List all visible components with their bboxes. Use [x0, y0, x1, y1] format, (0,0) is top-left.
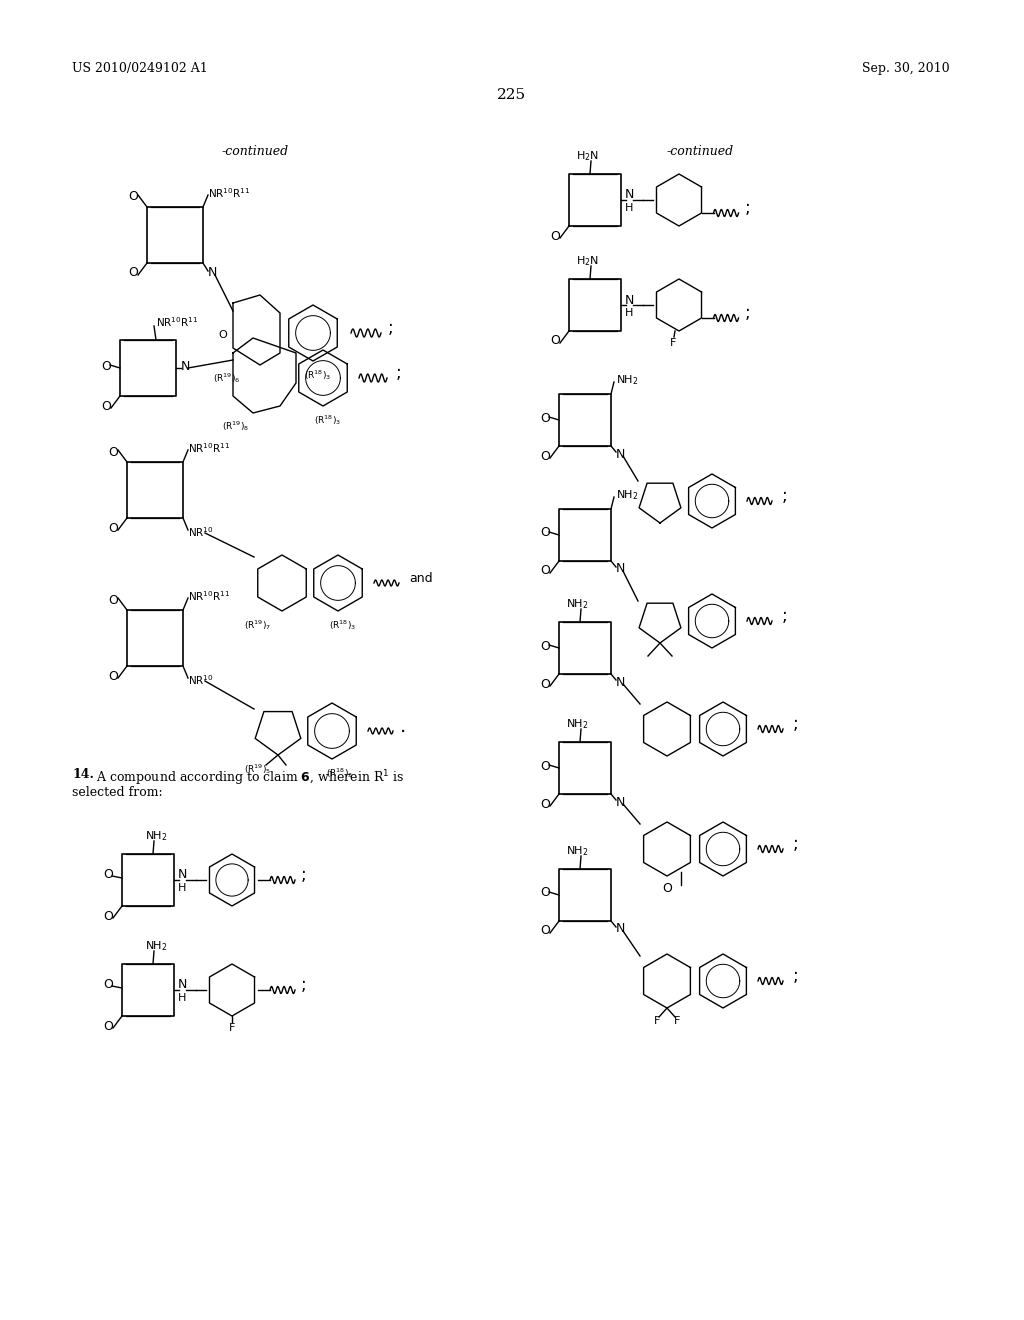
Text: O: O — [540, 887, 550, 899]
Text: ;: ; — [782, 487, 787, 506]
Text: ;: ; — [782, 607, 787, 624]
Text: F: F — [228, 1023, 236, 1034]
Text: ;: ; — [396, 364, 401, 381]
Text: (R$^{19})_8$: (R$^{19})_8$ — [222, 418, 250, 433]
Text: N: N — [625, 293, 634, 306]
Text: NR$^{10}$: NR$^{10}$ — [188, 673, 213, 686]
Text: O: O — [540, 639, 550, 652]
Text: N: N — [177, 978, 186, 991]
Text: US 2010/0249102 A1: US 2010/0249102 A1 — [72, 62, 208, 75]
Text: O: O — [663, 883, 672, 895]
Text: (R$^{18})_3$: (R$^{18})_3$ — [330, 618, 356, 632]
Text: selected from:: selected from: — [72, 785, 163, 799]
Text: H$_2$N: H$_2$N — [575, 253, 598, 268]
Text: H$_2$N: H$_2$N — [575, 149, 598, 162]
Text: O: O — [103, 909, 113, 923]
Text: and: and — [409, 572, 432, 585]
Text: NH$_2$: NH$_2$ — [565, 843, 588, 858]
Text: (R$^{18})_3$: (R$^{18})_3$ — [304, 368, 332, 381]
Text: NH$_2$: NH$_2$ — [565, 597, 588, 611]
Text: NH$_2$: NH$_2$ — [616, 488, 639, 502]
Text: .: . — [400, 717, 407, 735]
Text: O: O — [101, 359, 111, 372]
Text: O: O — [128, 190, 138, 203]
Text: (R$^{19})_6$: (R$^{19})_6$ — [213, 371, 241, 385]
Text: NR$^{10}$R$^{11}$: NR$^{10}$R$^{11}$ — [188, 589, 230, 603]
Text: F: F — [674, 1016, 680, 1026]
Text: O: O — [540, 450, 550, 462]
Text: N: N — [616, 923, 626, 936]
Text: (R$^{19})_7$: (R$^{19})_7$ — [245, 618, 271, 632]
Text: 14.: 14. — [72, 768, 94, 781]
Text: ;: ; — [301, 866, 307, 884]
Text: O: O — [540, 565, 550, 578]
Text: N: N — [616, 796, 626, 808]
Text: O: O — [540, 677, 550, 690]
Text: O: O — [540, 759, 550, 772]
Text: (R$^{18})_3$: (R$^{18})_3$ — [314, 413, 342, 426]
Text: NH$_2$: NH$_2$ — [616, 374, 639, 387]
Text: A compound according to claim $\mathbf{6}$, wherein R$^1$ is: A compound according to claim $\mathbf{6… — [96, 768, 404, 788]
Text: N: N — [181, 359, 190, 372]
Text: H: H — [625, 308, 633, 318]
Text: ;: ; — [388, 319, 394, 337]
Text: -continued: -continued — [221, 145, 289, 158]
Text: H: H — [178, 993, 186, 1003]
Text: ;: ; — [744, 304, 751, 322]
Text: O: O — [101, 400, 111, 412]
Text: O: O — [128, 267, 138, 280]
Text: ;: ; — [794, 715, 799, 733]
Text: F: F — [653, 1016, 660, 1026]
Text: O: O — [540, 527, 550, 540]
Text: O: O — [540, 412, 550, 425]
Text: O: O — [103, 1019, 113, 1032]
Text: N: N — [625, 189, 634, 202]
Text: O: O — [550, 230, 560, 243]
Text: O: O — [103, 869, 113, 882]
Text: (R$^{18})_3$: (R$^{18})_3$ — [327, 766, 353, 780]
Text: N: N — [177, 869, 186, 882]
Text: NR$^{10}$R$^{11}$: NR$^{10}$R$^{11}$ — [156, 315, 199, 329]
Text: NR$^{10}$R$^{11}$: NR$^{10}$R$^{11}$ — [208, 186, 250, 199]
Text: NH$_2$: NH$_2$ — [144, 829, 167, 843]
Text: ;: ; — [794, 836, 799, 853]
Text: ;: ; — [794, 968, 799, 985]
Text: H: H — [625, 203, 633, 213]
Text: NR$^{10}$R$^{11}$: NR$^{10}$R$^{11}$ — [188, 441, 230, 455]
Text: O: O — [550, 334, 560, 347]
Text: O: O — [540, 924, 550, 937]
Text: N: N — [208, 267, 217, 280]
Text: O: O — [109, 521, 118, 535]
Text: (R$^{19})_5$: (R$^{19})_5$ — [245, 762, 271, 776]
Text: H: H — [178, 883, 186, 894]
Text: N: N — [616, 562, 626, 576]
Text: O: O — [219, 330, 227, 341]
Text: -continued: -continued — [667, 145, 733, 158]
Text: NR$^{10}$: NR$^{10}$ — [188, 525, 213, 539]
Text: O: O — [109, 594, 118, 606]
Text: O: O — [103, 978, 113, 991]
Text: F: F — [670, 338, 676, 348]
Text: NH$_2$: NH$_2$ — [565, 717, 588, 731]
Text: NH$_2$: NH$_2$ — [144, 939, 167, 953]
Text: O: O — [109, 446, 118, 458]
Text: O: O — [540, 797, 550, 810]
Text: O: O — [109, 669, 118, 682]
Text: ;: ; — [744, 199, 751, 216]
Text: N: N — [616, 676, 626, 689]
Text: Sep. 30, 2010: Sep. 30, 2010 — [862, 62, 950, 75]
Text: N: N — [616, 447, 626, 461]
Text: ;: ; — [301, 975, 307, 994]
Text: 225: 225 — [498, 88, 526, 102]
